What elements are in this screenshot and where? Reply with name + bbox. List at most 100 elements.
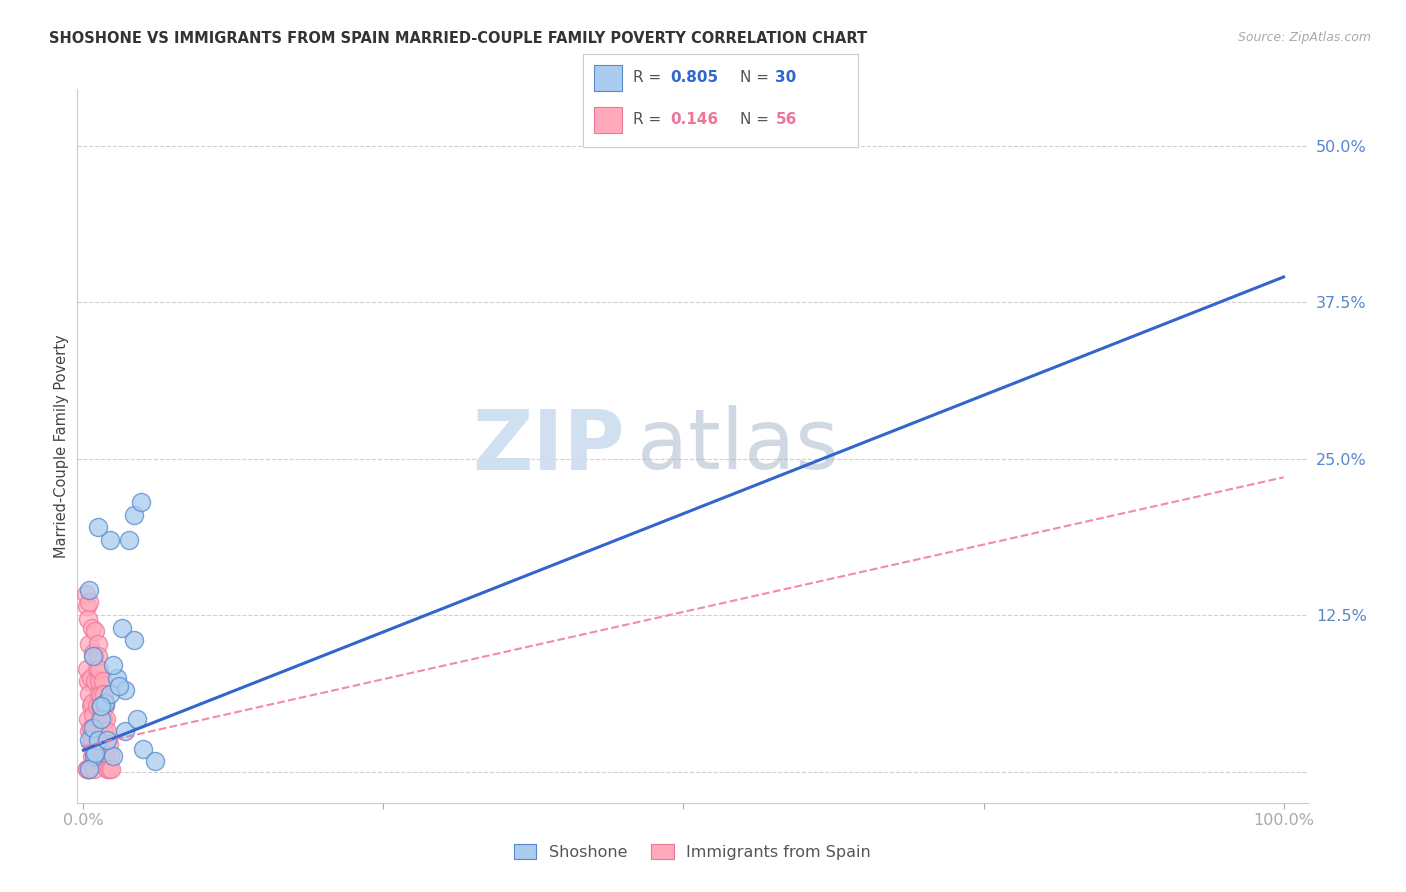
Text: 56: 56	[776, 112, 797, 127]
Point	[111, 621, 134, 635]
Point	[79, 733, 101, 747]
Point	[80, 696, 103, 710]
Point	[86, 699, 108, 714]
Point	[84, 746, 107, 760]
Legend: Shoshone, Immigrants from Spain: Shoshone, Immigrants from Spain	[508, 838, 877, 866]
Point	[98, 749, 121, 764]
Text: SHOSHONE VS IMMIGRANTS FROM SPAIN MARRIED-COUPLE FAMILY POVERTY CORRELATION CHAR: SHOSHONE VS IMMIGRANTS FROM SPAIN MARRIE…	[49, 31, 868, 46]
Point	[90, 687, 112, 701]
Point	[87, 674, 110, 689]
Point	[96, 762, 118, 776]
Text: 30: 30	[776, 70, 797, 86]
Point	[80, 749, 103, 764]
Text: 0.146: 0.146	[669, 112, 718, 127]
Point	[79, 699, 101, 714]
Text: R =: R =	[633, 70, 666, 86]
Point	[87, 520, 110, 534]
Point	[86, 662, 108, 676]
Point	[103, 658, 125, 673]
Text: Source: ZipAtlas.com: Source: ZipAtlas.com	[1237, 31, 1371, 45]
Point	[82, 721, 104, 735]
Point	[79, 737, 101, 751]
Point	[79, 687, 101, 701]
Text: R =: R =	[633, 112, 666, 127]
Point	[94, 712, 117, 726]
Point	[82, 758, 104, 772]
Point	[79, 762, 101, 776]
Point	[77, 674, 100, 689]
Point	[97, 762, 120, 776]
Text: atlas: atlas	[637, 406, 839, 486]
Point	[83, 762, 105, 776]
Point	[87, 733, 110, 747]
Point	[82, 646, 104, 660]
Point	[132, 742, 155, 756]
FancyBboxPatch shape	[583, 54, 858, 147]
Point	[76, 599, 98, 614]
Point	[79, 637, 101, 651]
Point	[93, 724, 115, 739]
Point	[90, 699, 112, 714]
Point	[84, 724, 107, 739]
Point	[93, 687, 115, 701]
Point	[77, 712, 100, 726]
Point	[83, 749, 105, 764]
Point	[122, 633, 145, 648]
Point	[77, 762, 100, 776]
Point	[91, 712, 114, 726]
Point	[76, 762, 98, 776]
Point	[80, 621, 103, 635]
Point	[103, 749, 125, 764]
Point	[79, 721, 101, 735]
Point	[89, 699, 111, 714]
Y-axis label: Married-Couple Family Poverty: Married-Couple Family Poverty	[53, 334, 69, 558]
Point	[96, 724, 118, 739]
Point	[118, 533, 141, 547]
Bar	[595, 65, 621, 91]
Point	[127, 712, 149, 726]
Point	[129, 495, 152, 509]
Point	[94, 696, 117, 710]
Point	[84, 674, 107, 689]
Point	[77, 612, 100, 626]
Point	[87, 637, 110, 651]
Point	[97, 737, 120, 751]
Point	[90, 699, 112, 714]
Point	[91, 674, 114, 689]
Point	[94, 749, 117, 764]
Bar	[595, 107, 621, 133]
Point	[87, 687, 110, 701]
Point	[84, 624, 107, 639]
Point	[114, 724, 136, 739]
Point	[108, 679, 131, 693]
Point	[98, 687, 121, 701]
Point	[87, 662, 110, 676]
Point	[89, 712, 111, 726]
Point	[76, 762, 98, 776]
Point	[82, 649, 104, 664]
Point	[105, 671, 128, 685]
Point	[114, 683, 136, 698]
Point	[98, 533, 121, 547]
Point	[75, 587, 97, 601]
Point	[79, 762, 101, 776]
Point	[143, 755, 166, 769]
Point	[80, 733, 103, 747]
Point	[79, 671, 101, 685]
Point	[94, 696, 117, 710]
Point	[94, 737, 117, 751]
Point	[94, 699, 117, 714]
Point	[79, 724, 101, 739]
Text: N =: N =	[740, 70, 773, 86]
Point	[82, 708, 104, 723]
Point	[90, 712, 112, 726]
Point	[100, 762, 122, 776]
Point	[96, 733, 118, 747]
Point	[83, 649, 105, 664]
Text: N =: N =	[740, 112, 773, 127]
Point	[83, 746, 105, 760]
Point	[76, 662, 98, 676]
Text: ZIP: ZIP	[472, 406, 624, 486]
Point	[87, 649, 110, 664]
Point	[122, 508, 145, 522]
